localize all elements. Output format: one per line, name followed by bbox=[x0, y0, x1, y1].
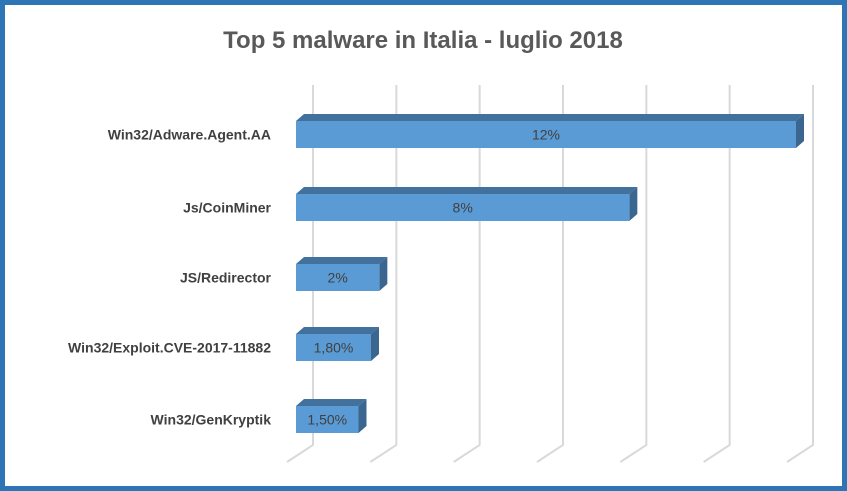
gridline bbox=[703, 85, 731, 463]
bar bbox=[296, 334, 371, 361]
bar bbox=[296, 194, 630, 221]
data-label: 2% bbox=[328, 270, 348, 286]
data-label: 8% bbox=[453, 200, 473, 216]
data-label: 1,50% bbox=[307, 412, 347, 428]
bar-top bbox=[296, 114, 804, 121]
bar bbox=[296, 121, 796, 148]
bar-side bbox=[379, 257, 388, 291]
bar-top bbox=[296, 187, 638, 194]
data-label: 12% bbox=[532, 127, 560, 143]
gridline bbox=[619, 85, 648, 463]
category-label: JS/Redirector bbox=[180, 270, 272, 286]
bar-top bbox=[296, 399, 367, 406]
bar-top bbox=[296, 327, 379, 334]
bar-side bbox=[796, 114, 804, 148]
category-label: Win32/GenKryptik bbox=[151, 412, 272, 428]
category-label: Win32/Adware.Agent.AA bbox=[108, 127, 271, 143]
bar bbox=[296, 406, 359, 433]
bar-side bbox=[371, 327, 379, 361]
chart-title: Top 5 malware in Italia - luglio 2018 bbox=[223, 27, 623, 54]
gridline bbox=[786, 85, 814, 463]
category-label: Js/CoinMiner bbox=[183, 200, 271, 216]
bar-side bbox=[358, 399, 367, 433]
bar bbox=[296, 264, 380, 291]
bar-top bbox=[296, 257, 388, 264]
category-label: Win32/Exploit.CVE-2017-11882 bbox=[68, 340, 271, 356]
bar-side bbox=[629, 187, 638, 221]
data-label: 1,80% bbox=[314, 340, 354, 356]
